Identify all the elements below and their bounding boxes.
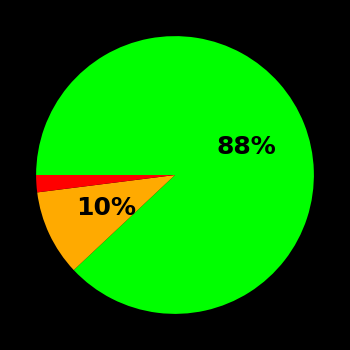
- Wedge shape: [36, 175, 175, 192]
- Wedge shape: [37, 175, 175, 270]
- Wedge shape: [36, 36, 314, 314]
- Text: 10%: 10%: [76, 196, 136, 219]
- Text: 88%: 88%: [216, 135, 276, 159]
